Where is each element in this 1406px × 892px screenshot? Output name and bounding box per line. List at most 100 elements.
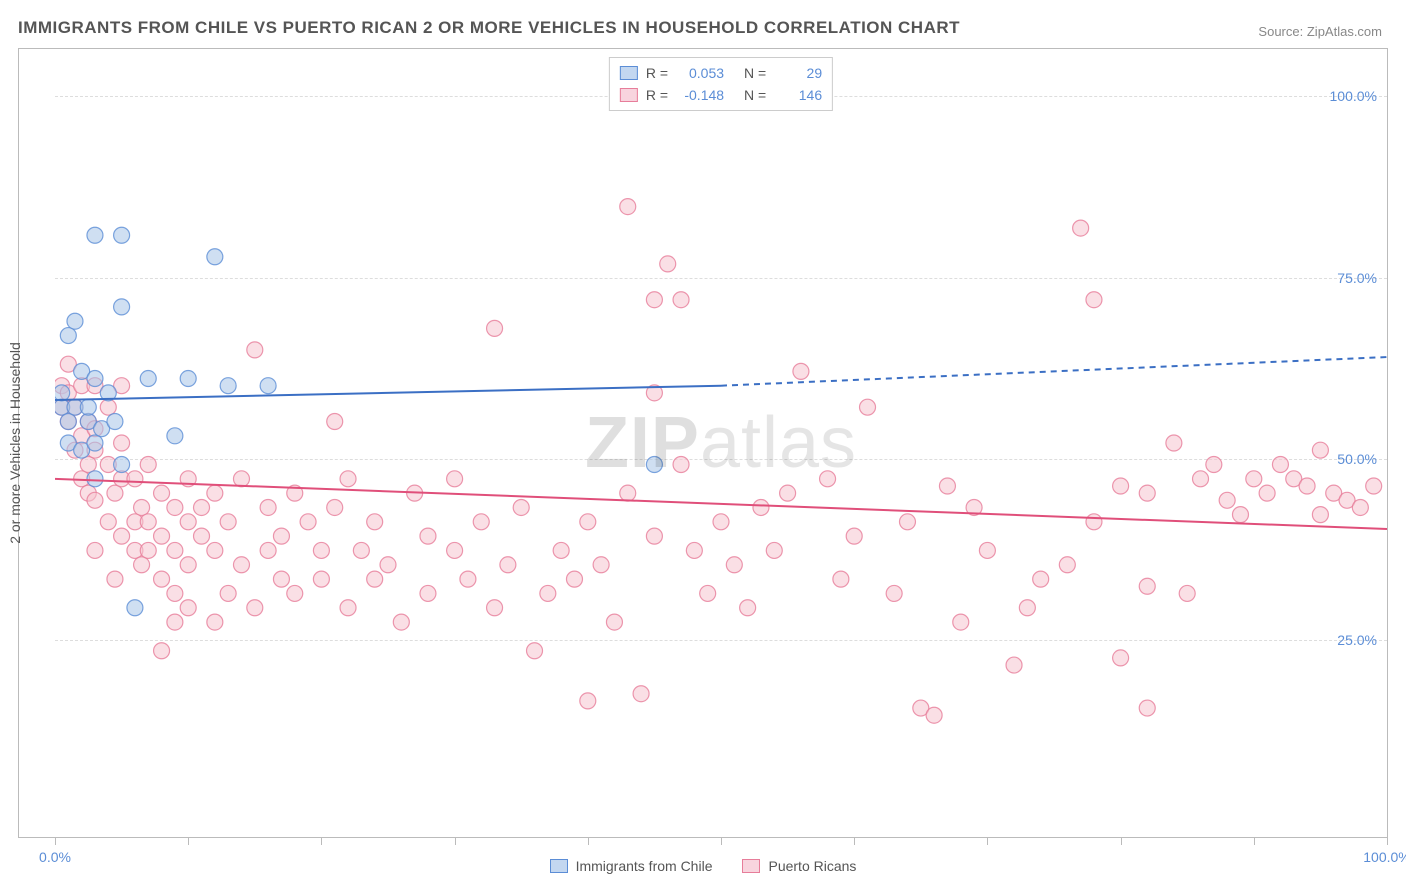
scatter-point <box>247 342 263 358</box>
x-tick <box>1387 837 1388 845</box>
scatter-point <box>247 600 263 616</box>
scatter-point <box>420 585 436 601</box>
scatter-point <box>260 542 276 558</box>
chart-container: IMMIGRANTS FROM CHILE VS PUERTO RICAN 2 … <box>0 0 1406 892</box>
chart-title: IMMIGRANTS FROM CHILE VS PUERTO RICAN 2 … <box>18 18 960 38</box>
scatter-point <box>646 528 662 544</box>
scatter-point <box>87 227 103 243</box>
swatch-chile <box>620 66 638 80</box>
scatter-point <box>127 600 143 616</box>
r-label: R = <box>646 62 668 84</box>
scatter-point <box>140 542 156 558</box>
scatter-point <box>207 542 223 558</box>
scatter-point <box>1232 507 1248 523</box>
chart-area: 2 or more Vehicles in Household R = 0.05… <box>18 48 1388 838</box>
scatter-point <box>1312 507 1328 523</box>
x-tick <box>1121 837 1122 845</box>
swatch-pr <box>620 88 638 102</box>
scatter-point <box>393 614 409 630</box>
scatter-point <box>1312 442 1328 458</box>
scatter-point <box>60 414 76 430</box>
scatter-point <box>1073 220 1089 236</box>
scatter-point <box>260 499 276 515</box>
scatter-point <box>766 542 782 558</box>
scatter-point <box>580 693 596 709</box>
scatter-point <box>646 456 662 472</box>
scatter-point <box>1272 456 1288 472</box>
scatter-point <box>114 435 130 451</box>
scatter-point <box>447 471 463 487</box>
legend-label-chile: Immigrants from Chile <box>576 858 713 874</box>
scatter-point <box>220 585 236 601</box>
scatter-point <box>860 399 876 415</box>
scatter-point <box>953 614 969 630</box>
scatter-point <box>487 320 503 336</box>
scatter-point <box>107 485 123 501</box>
scatter-point <box>87 542 103 558</box>
x-tick <box>1254 837 1255 845</box>
scatter-point <box>207 249 223 265</box>
scatter-point <box>500 557 516 573</box>
scatter-point <box>1086 292 1102 308</box>
legend-item-pr: Puerto Ricans <box>742 858 856 874</box>
legend-swatch-pr <box>742 859 760 873</box>
scatter-point <box>313 571 329 587</box>
scatter-point <box>154 528 170 544</box>
scatter-point <box>167 542 183 558</box>
scatter-point <box>593 557 609 573</box>
scatter-point <box>220 378 236 394</box>
legend-label-pr: Puerto Ricans <box>768 858 856 874</box>
scatter-point <box>713 514 729 530</box>
scatter-point <box>540 585 556 601</box>
scatter-point <box>114 528 130 544</box>
scatter-point <box>673 456 689 472</box>
scatter-point <box>180 514 196 530</box>
scatter-point <box>114 299 130 315</box>
n-value-pr: 146 <box>774 84 822 106</box>
scatter-point <box>1259 485 1275 501</box>
scatter-point <box>233 471 249 487</box>
legend-swatch-chile <box>550 859 568 873</box>
scatter-point <box>313 542 329 558</box>
x-tick <box>588 837 589 845</box>
scatter-point <box>273 571 289 587</box>
scatter-point <box>327 499 343 515</box>
x-tick <box>721 837 722 845</box>
scatter-point <box>1059 557 1075 573</box>
scatter-point <box>87 371 103 387</box>
scatter-point <box>833 571 849 587</box>
scatter-point <box>353 542 369 558</box>
scatter-point <box>107 571 123 587</box>
scatter-point <box>1206 456 1222 472</box>
scatter-point <box>846 528 862 544</box>
scatter-point <box>939 478 955 494</box>
r-label: R = <box>646 84 668 106</box>
scatter-point <box>134 557 150 573</box>
scatter-point <box>1166 435 1182 451</box>
r-value-chile: 0.053 <box>676 62 724 84</box>
scatter-point <box>60 328 76 344</box>
scatter-point <box>1193 471 1209 487</box>
scatter-point <box>87 492 103 508</box>
x-tick <box>455 837 456 845</box>
scatter-point <box>180 557 196 573</box>
scatter-point <box>154 571 170 587</box>
x-tick <box>854 837 855 845</box>
scatter-point <box>55 385 70 401</box>
x-tick <box>188 837 189 845</box>
scatter-point <box>114 456 130 472</box>
scatter-point <box>1033 571 1049 587</box>
scatter-point <box>1246 471 1262 487</box>
scatter-point <box>606 614 622 630</box>
scatter-point <box>686 542 702 558</box>
stats-legend: R = 0.053 N = 29 R = -0.148 N = 146 <box>609 57 833 111</box>
scatter-point <box>673 292 689 308</box>
scatter-point <box>1139 485 1155 501</box>
r-value-pr: -0.148 <box>676 84 724 106</box>
scatter-point <box>753 499 769 515</box>
scatter-point <box>460 571 476 587</box>
scatter-point <box>886 585 902 601</box>
scatter-point <box>473 514 489 530</box>
scatter-point <box>87 435 103 451</box>
trend-line-dashed <box>721 357 1387 386</box>
